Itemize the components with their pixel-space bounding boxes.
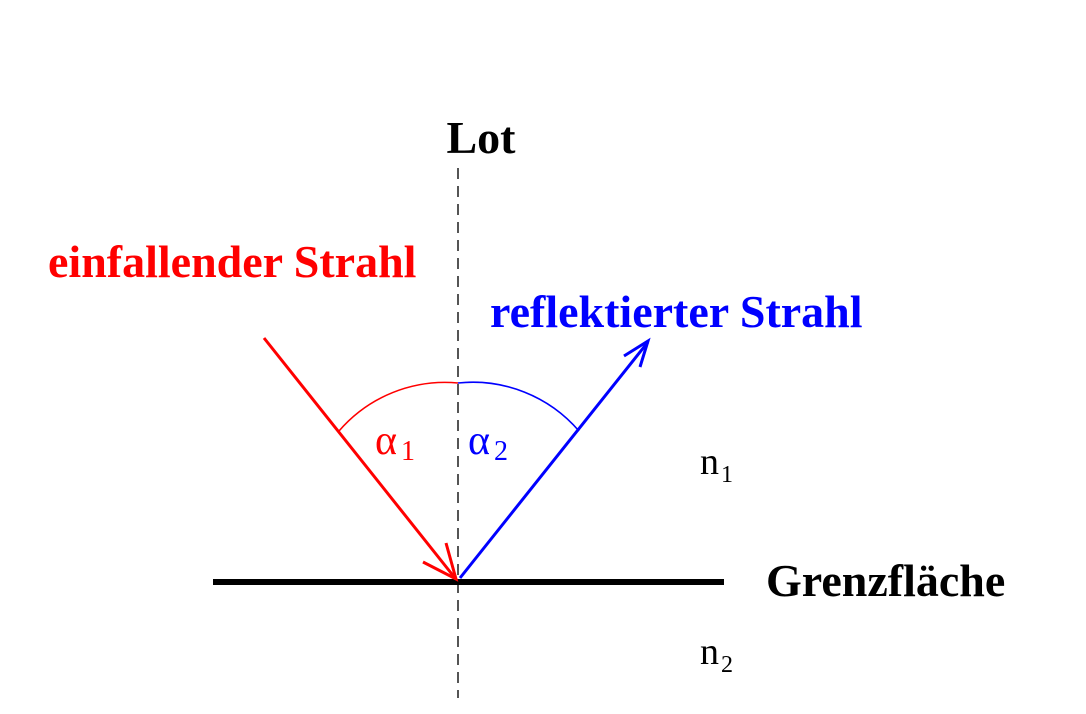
reflected-label: reflektierter Strahl [490,286,863,337]
incident-ray [262,337,459,582]
angle2-arc [457,381,580,432]
reflected-ray [458,337,651,579]
incident-arrowhead [422,542,459,582]
medium1-label: n1 [700,441,733,488]
incident-label: einfallender Strahl [48,236,416,287]
interface-label: Grenzfläche [766,555,1005,606]
medium2-label: n2 [700,631,733,678]
angle1-arc [338,381,459,432]
normal-label: Lot [447,112,517,163]
reflected-arrowhead [623,337,651,368]
